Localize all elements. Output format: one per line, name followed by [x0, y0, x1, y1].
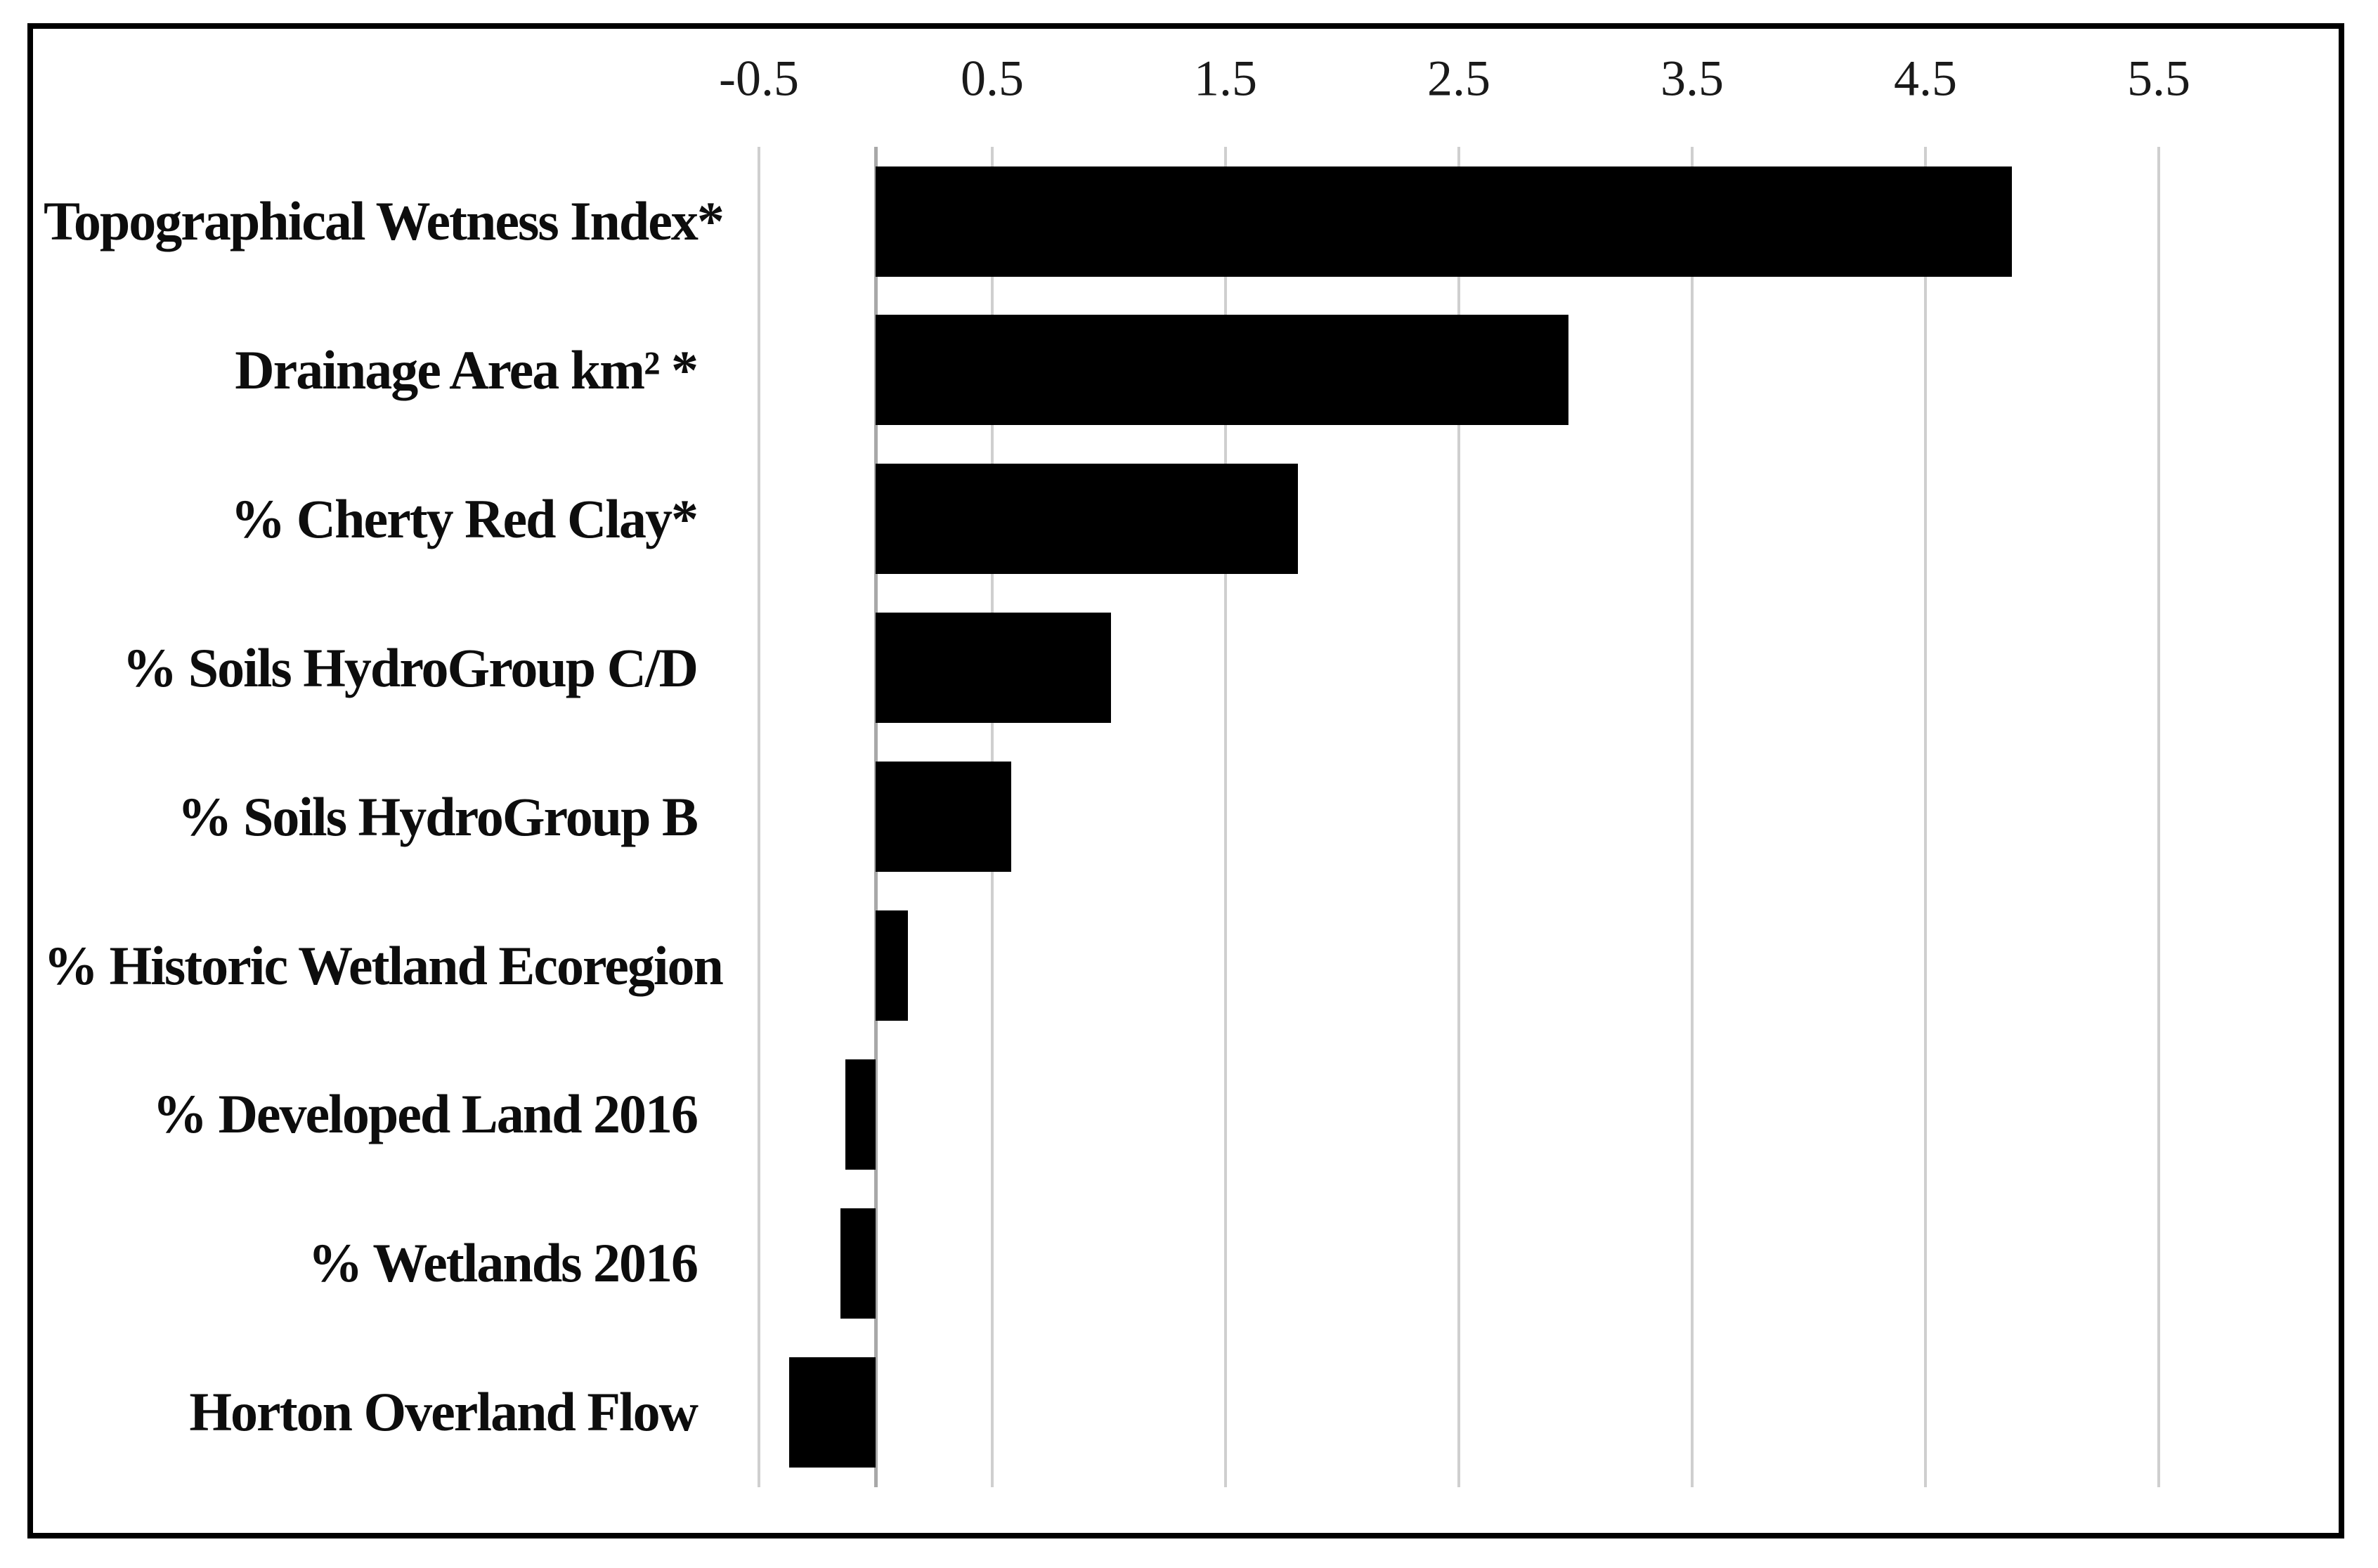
chart-frame: [27, 23, 2344, 1538]
bar: [876, 613, 1112, 724]
category-label: % Soils HydroGroup C/D: [122, 636, 699, 698]
x-tick-label: 0.5: [961, 50, 1024, 107]
category-label: % Cherty Red Clay*: [230, 488, 699, 549]
bar: [876, 166, 2012, 277]
x-tick-label: 3.5: [1661, 50, 1724, 107]
bar: [876, 315, 1569, 426]
bar: [876, 762, 1011, 873]
bar: [845, 1059, 876, 1170]
x-tick-label: 2.5: [1427, 50, 1490, 107]
category-label: Topographical Wetness Index*: [44, 190, 725, 251]
x-tick-label: 4.5: [1894, 50, 1957, 107]
x-tick-label: 1.5: [1194, 50, 1257, 107]
gridline: [2157, 147, 2160, 1487]
bar: [876, 464, 1298, 575]
x-tick-label: 5.5: [2127, 50, 2190, 107]
category-label: % Wetlands 2016: [308, 1232, 699, 1294]
gridline: [1691, 147, 1694, 1487]
category-label: Drainage Area km² *: [235, 339, 699, 400]
gridline: [1457, 147, 1460, 1487]
category-label: % Soils HydroGroup B: [177, 785, 699, 847]
x-tick-label: -0.5: [719, 50, 799, 107]
gridline: [1924, 147, 1927, 1487]
gridline: [1224, 147, 1227, 1487]
category-label: % Developed Land 2016: [152, 1083, 699, 1145]
category-label: % Historic Wetland Ecoregion: [44, 934, 724, 996]
bar: [840, 1208, 876, 1319]
bar: [789, 1357, 876, 1468]
category-label: Horton Overland Flow: [189, 1381, 699, 1443]
gridline: [758, 147, 760, 1487]
bar: [876, 910, 909, 1021]
